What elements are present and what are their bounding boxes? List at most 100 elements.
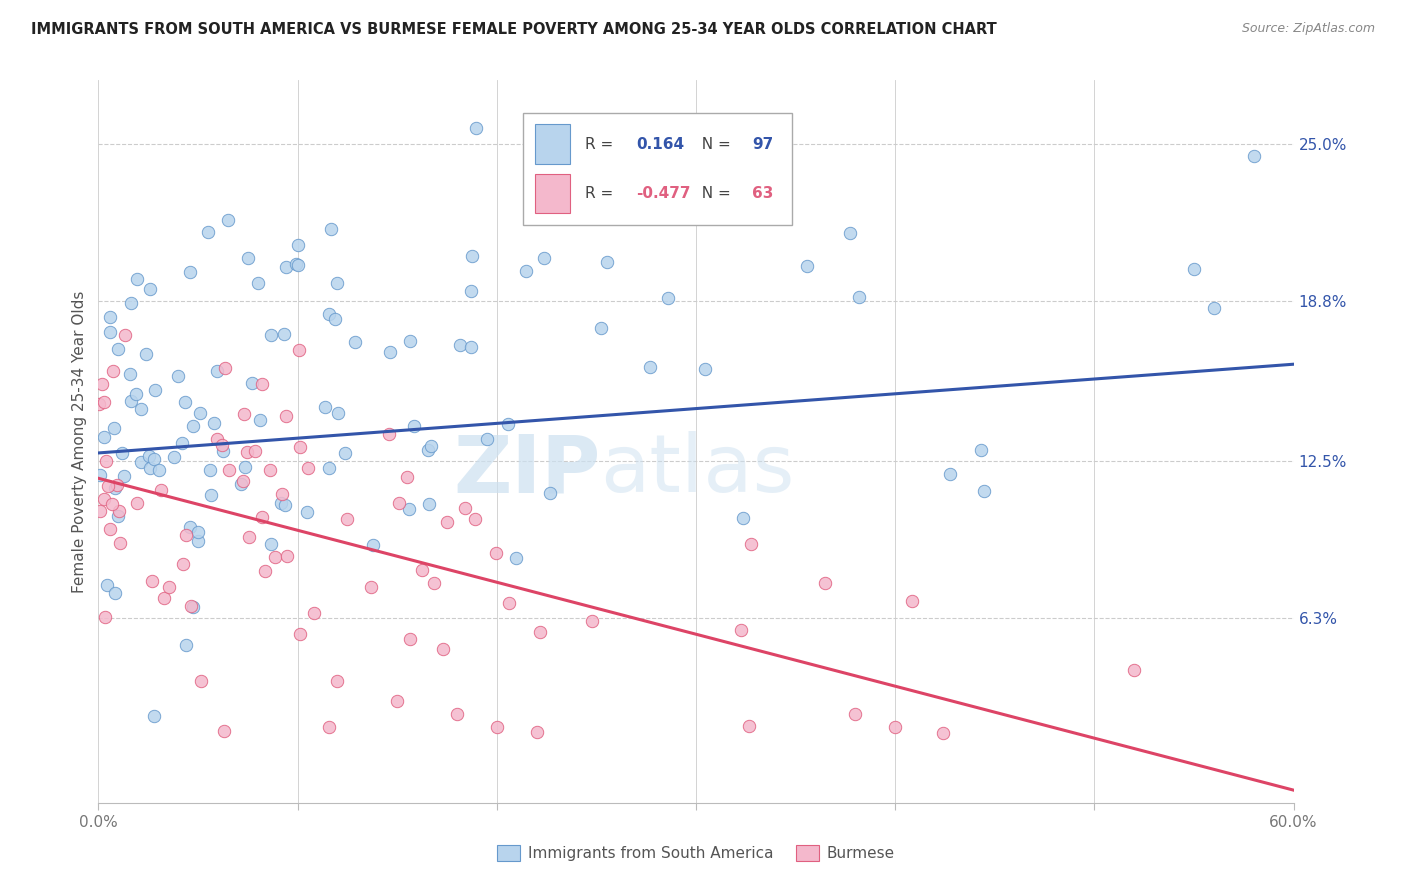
Point: [135, 347, 157, 361]
Point: [731, 510, 754, 524]
Point: [89, 504, 111, 518]
Point: [179, 265, 201, 279]
Point: [387, 496, 409, 510]
Text: atlas: atlas: [600, 432, 794, 509]
Point: [432, 642, 454, 657]
Point: [107, 342, 129, 356]
Point: [276, 549, 298, 563]
Point: [149, 483, 172, 497]
Text: 0.164: 0.164: [637, 136, 685, 152]
Point: [336, 512, 359, 526]
Text: 63: 63: [752, 186, 773, 201]
Point: [796, 259, 818, 273]
Text: -0.477: -0.477: [637, 186, 690, 201]
Point: [270, 486, 292, 500]
Point: [103, 421, 125, 435]
Point: [318, 720, 340, 734]
Point: [596, 255, 619, 269]
Point: [285, 257, 308, 271]
Point: [533, 251, 555, 265]
Point: [174, 638, 197, 652]
Point: [163, 450, 186, 465]
Point: [398, 334, 420, 349]
Point: [250, 376, 273, 391]
Point: [200, 488, 222, 502]
Point: [129, 402, 152, 417]
Point: [589, 321, 612, 335]
Point: [205, 433, 228, 447]
Text: N =: N =: [692, 186, 735, 201]
Point: [657, 291, 679, 305]
Point: [170, 436, 193, 450]
Point: [97, 479, 120, 493]
Point: [232, 474, 254, 488]
Point: [107, 508, 129, 523]
Point: [93, 430, 115, 444]
Point: [174, 394, 197, 409]
Point: [87, 397, 110, 411]
Point: [454, 500, 477, 515]
Point: [141, 574, 163, 589]
Point: [143, 709, 166, 723]
Point: [98, 522, 122, 536]
Point: [526, 724, 548, 739]
Point: [139, 282, 162, 296]
Point: [399, 632, 422, 647]
Point: [288, 440, 311, 454]
Point: [138, 449, 160, 463]
Point: [148, 463, 170, 477]
Point: [108, 536, 131, 550]
Point: [323, 312, 346, 326]
Point: [167, 369, 190, 384]
Text: Source: ZipAtlas.com: Source: ZipAtlas.com: [1241, 22, 1375, 36]
Point: [198, 463, 221, 477]
Point: [378, 345, 401, 359]
Point: [318, 461, 340, 475]
Point: [159, 580, 181, 594]
Point: [385, 694, 409, 708]
Point: [423, 575, 446, 590]
Point: [112, 468, 135, 483]
Point: [314, 400, 336, 414]
Point: [125, 272, 148, 286]
Point: [302, 606, 325, 620]
Point: [515, 264, 537, 278]
Point: [250, 510, 273, 524]
Point: [181, 419, 204, 434]
Point: [460, 340, 482, 354]
Point: [411, 563, 433, 577]
Point: [233, 459, 256, 474]
Point: [125, 387, 148, 401]
Text: N =: N =: [692, 136, 735, 152]
Point: [287, 238, 309, 252]
Point: [343, 335, 366, 350]
Point: [360, 581, 382, 595]
Point: [100, 325, 122, 339]
Point: [118, 368, 141, 382]
Point: [395, 470, 418, 484]
Text: 97: 97: [752, 136, 773, 152]
Point: [498, 596, 520, 610]
Point: [740, 537, 762, 551]
Point: [844, 707, 866, 722]
Point: [361, 538, 384, 552]
Point: [231, 476, 253, 491]
Point: [111, 445, 134, 459]
Point: [181, 599, 204, 614]
Point: [218, 463, 240, 477]
Point: [297, 461, 319, 475]
Point: [236, 445, 259, 459]
Point: [274, 498, 297, 512]
Point: [1243, 149, 1265, 163]
Point: [120, 295, 142, 310]
Point: [378, 427, 401, 442]
Point: [187, 525, 209, 540]
Point: [460, 284, 482, 298]
Point: [142, 452, 165, 467]
Point: [174, 528, 197, 542]
Point: [214, 360, 236, 375]
Point: [190, 673, 212, 688]
Point: [970, 442, 993, 457]
Text: ZIP: ZIP: [453, 432, 600, 509]
Text: R =: R =: [585, 186, 619, 201]
